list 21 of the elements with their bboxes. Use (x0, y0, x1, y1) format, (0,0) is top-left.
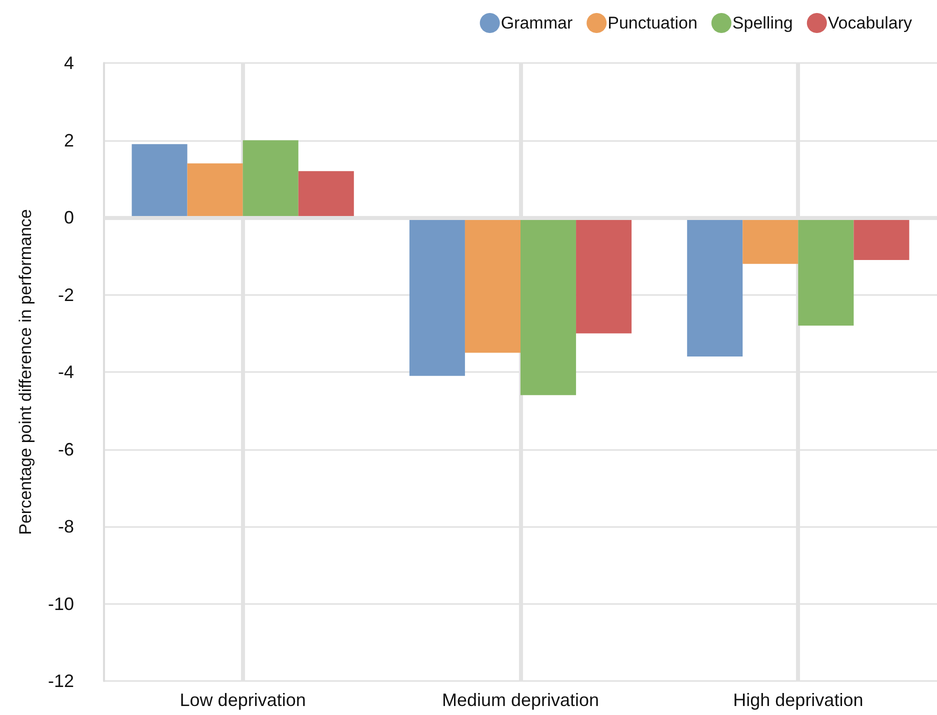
legend-label: Spelling (732, 14, 793, 32)
y-tick-label: -4 (58, 362, 74, 382)
bar (132, 144, 188, 218)
y-tick-label: 4 (64, 53, 74, 73)
bar (242, 140, 298, 218)
bar (298, 171, 354, 218)
legend-label: Vocabulary (828, 14, 912, 32)
y-tick-label: -10 (48, 594, 74, 614)
y-tick-label: -8 (58, 516, 74, 536)
y-tick-label: -2 (58, 284, 74, 305)
x-tick-label: Medium deprivation (442, 690, 600, 710)
x-tick-label: Low deprivation (180, 690, 306, 710)
x-tick-label: High deprivation (733, 690, 864, 710)
legend-label: Punctuation (608, 14, 698, 32)
legend-label: Grammar (500, 14, 573, 32)
y-tick-label: -12 (48, 671, 74, 691)
y-axis-title: Percentage point difference in performance (16, 209, 35, 535)
y-tick-label: 2 (64, 130, 74, 150)
y-tick-label: 0 (64, 208, 74, 228)
y-tick-label: -6 (58, 439, 74, 460)
bar (187, 163, 243, 218)
